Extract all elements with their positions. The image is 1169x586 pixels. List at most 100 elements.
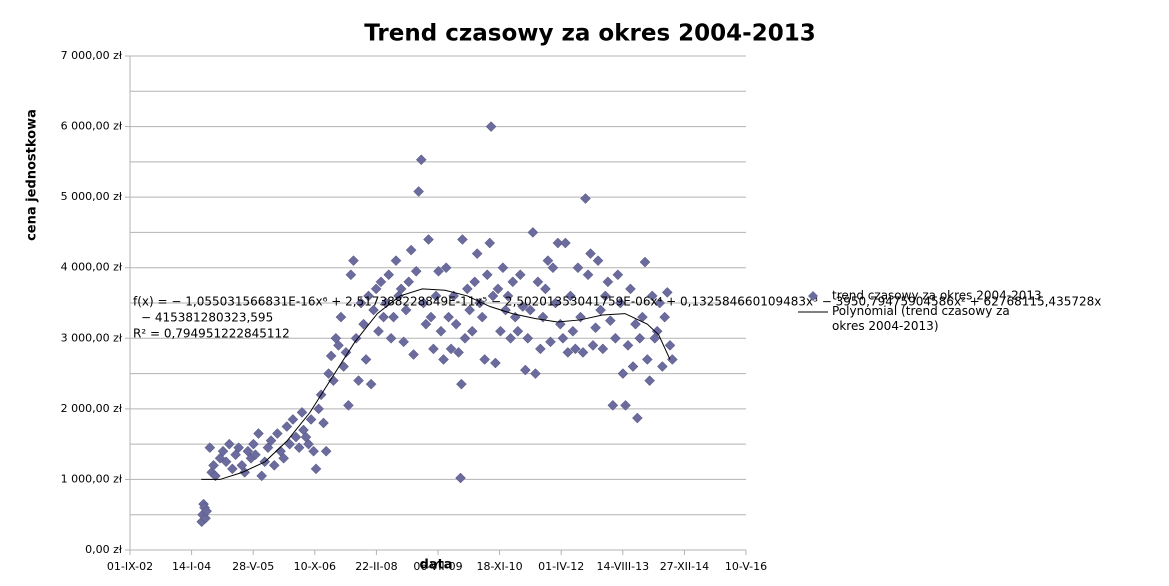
point (580, 193, 591, 204)
point (305, 414, 317, 425)
point (450, 318, 462, 330)
point (641, 354, 653, 365)
point (320, 445, 332, 457)
y-tick-label: 0,00 zł (85, 543, 123, 556)
point (333, 339, 344, 351)
point (223, 438, 235, 450)
point (375, 276, 387, 288)
point (607, 399, 619, 411)
point (614, 297, 626, 309)
point (368, 304, 379, 316)
point (348, 255, 359, 267)
point (290, 431, 302, 443)
chart-title: Trend czasowy za okres 2004-2013 (364, 21, 815, 47)
point (303, 438, 314, 450)
point (217, 445, 229, 457)
point (602, 276, 614, 288)
point (433, 265, 444, 277)
point (562, 347, 574, 358)
point (380, 297, 392, 309)
point (659, 311, 671, 323)
point (545, 336, 556, 348)
point (418, 297, 429, 309)
point (651, 325, 663, 337)
point (656, 361, 668, 372)
point (388, 311, 399, 323)
point (605, 315, 616, 326)
point (385, 332, 397, 344)
point (323, 368, 334, 379)
point (308, 445, 319, 457)
y-tick-label: 4 000,00 zł (61, 261, 123, 274)
point (281, 421, 293, 432)
point (220, 456, 232, 468)
point (271, 428, 283, 439)
point (560, 237, 571, 249)
y-tick-label: 5 000,00 zł (61, 190, 123, 203)
point (634, 332, 646, 344)
trendline (201, 288, 671, 480)
point (517, 301, 529, 312)
point (490, 357, 501, 369)
x-tick-label: 28-V-05 (232, 560, 274, 573)
point (592, 255, 604, 267)
point (256, 470, 268, 482)
legend-label-line: Polynomial (trend czasowy za (832, 304, 1010, 318)
point (248, 438, 259, 450)
point (268, 459, 280, 471)
point (540, 283, 551, 295)
point (664, 339, 676, 351)
point (410, 265, 422, 277)
point (435, 325, 447, 337)
point (661, 287, 673, 298)
point (265, 435, 277, 446)
x-tick-label: 01-IX-02 (107, 560, 153, 573)
point (440, 262, 452, 274)
trend-equation: f(x) = − 1,055031566831E-16x⁶ + 2,517388… (133, 295, 1101, 309)
point (328, 375, 339, 386)
point (617, 368, 629, 379)
point (512, 325, 524, 337)
point (484, 237, 496, 249)
point (365, 378, 377, 390)
point (262, 442, 274, 454)
point (644, 375, 656, 386)
point (423, 234, 434, 245)
point (430, 290, 442, 302)
point (325, 350, 337, 362)
point (390, 255, 402, 267)
point (403, 276, 415, 288)
point (507, 276, 519, 288)
y-tick-label: 7 000,00 zł (61, 49, 123, 62)
x-tick-label: 14-I-04 (172, 560, 211, 573)
point (370, 283, 382, 295)
y-axis-title: cena jednostkowa (25, 109, 40, 241)
point (610, 332, 621, 344)
point (293, 442, 305, 454)
point (565, 290, 576, 302)
point (597, 343, 609, 355)
point (612, 269, 624, 281)
point (398, 336, 409, 348)
point (296, 407, 308, 418)
point (335, 311, 347, 323)
point (355, 297, 367, 309)
point (428, 343, 439, 355)
point (471, 248, 483, 259)
point (358, 318, 369, 330)
point (253, 428, 264, 439)
point (420, 318, 432, 330)
point (466, 325, 478, 337)
point (413, 186, 425, 197)
point (585, 248, 596, 259)
x-tick-label: 27-XII-14 (660, 560, 709, 573)
point (537, 311, 549, 323)
point (577, 347, 589, 358)
point (278, 452, 289, 464)
point (318, 417, 329, 429)
trend-equation: R² = 0,794951222845112 (133, 327, 290, 341)
point (405, 244, 417, 256)
point (201, 505, 212, 517)
point (425, 311, 437, 323)
